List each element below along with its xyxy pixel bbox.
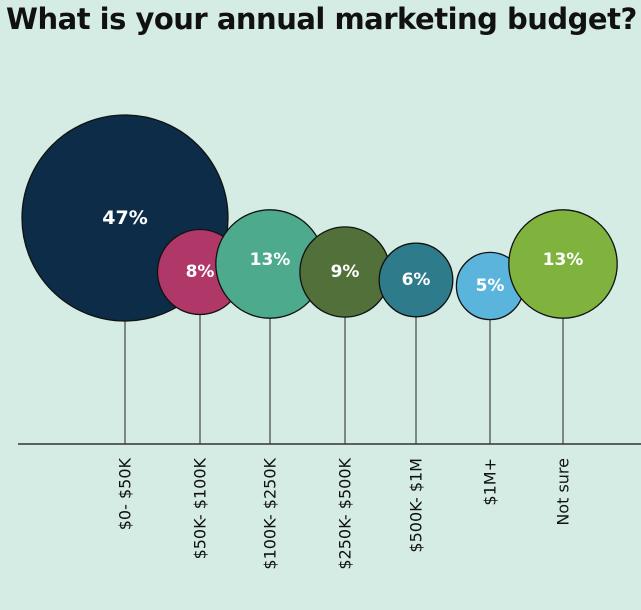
value-label-100k-250k: 13% — [250, 250, 291, 270]
tick-label-50k-100k: $50K- $100K — [191, 457, 210, 559]
tick-label-not-sure: Not sure — [554, 458, 573, 526]
value-label-50k-100k: 8% — [186, 262, 215, 282]
tick-label-100k-250k: $100K- $250K — [261, 458, 280, 570]
tick-label-0-50k: $0- $50K — [116, 457, 135, 530]
value-label-500k-1m: 6% — [402, 270, 431, 290]
tick-label-250k-500k: $250K- $500K — [336, 458, 355, 570]
tick-label-1m: $1M+ — [481, 458, 500, 506]
value-label-0-50k: 47% — [102, 207, 147, 229]
bubble-500k-1m — [378, 242, 454, 318]
chart-title: What is your annual marketing budget? — [6, 2, 637, 36]
value-label-1m: 5% — [476, 276, 505, 296]
value-label-not-sure: 13% — [543, 250, 584, 270]
tick-label-500k-1m: $500K- $1M — [407, 458, 426, 553]
bubble-not-sure — [508, 209, 618, 319]
value-label-250k-500k: 9% — [331, 262, 360, 282]
